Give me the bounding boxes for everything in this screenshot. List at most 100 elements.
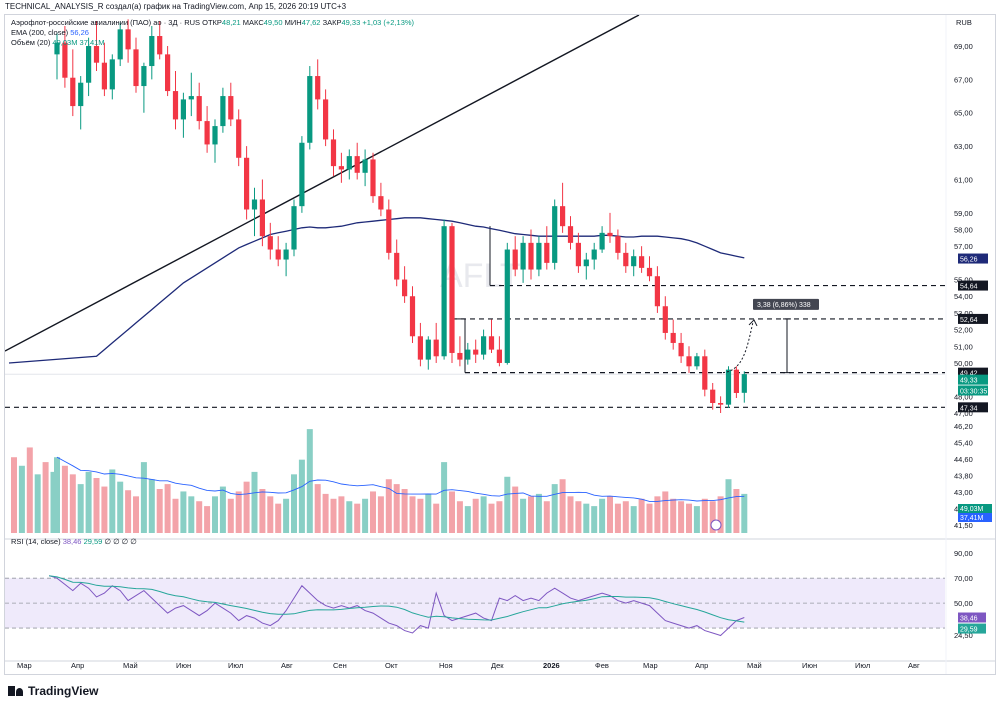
volume-bar (733, 489, 740, 533)
candle (575, 242, 581, 267)
chart-panel[interactable]: AFLT 3,38 (6,86%) 338 69,00 67,00 65,00 63,00… (4, 14, 996, 675)
time-tick: Июл (228, 661, 243, 670)
candle (386, 209, 392, 253)
candle (330, 139, 337, 167)
level-price-label-0-bg (958, 280, 988, 291)
volume-bar (34, 474, 41, 533)
volume-bar (338, 496, 345, 533)
volume-bar (449, 491, 455, 533)
volume-bar (456, 501, 463, 533)
volume-bar (354, 503, 361, 533)
candle (591, 249, 597, 260)
volume-bar (235, 491, 242, 533)
volume-bar (50, 471, 57, 533)
candle (488, 336, 495, 350)
price-tick: 55,00 (954, 276, 973, 285)
candle (465, 349, 471, 360)
ohlc-c-label: ЗАКР (322, 18, 342, 27)
volume-bar (109, 469, 116, 533)
candle (670, 332, 676, 343)
volume-axis-tick: 43,00 (954, 488, 973, 497)
tradingview-logo[interactable]: TradingView (8, 684, 98, 698)
volume-ma-line (56, 456, 745, 502)
candle (315, 76, 321, 100)
volume-bar (693, 506, 700, 533)
volume-bar (670, 498, 677, 533)
time-tick: 2026 (543, 661, 560, 670)
measure-label-box (753, 298, 819, 310)
time-tick: Апр (71, 661, 84, 670)
volume-bar (219, 486, 226, 533)
symbol-name[interactable]: Аэрофлот-российские авиалинии (ПАО) ао ·… (11, 18, 201, 27)
price-tick: 61,00 (954, 175, 973, 184)
legend-volume[interactable]: Объём (20) 49,03M 37,41M (11, 38, 105, 47)
candle (307, 76, 313, 143)
volume-bar (464, 506, 471, 533)
rsi-axis-tick: 50,00 (954, 599, 973, 608)
volume-bar (330, 498, 337, 533)
volume-bar (322, 493, 329, 533)
volume-bar (662, 491, 669, 533)
candle (662, 306, 668, 333)
volume-bar (575, 501, 582, 533)
volume-bar (188, 496, 195, 533)
candle (599, 232, 605, 250)
ohlc-c: 49,33 (341, 18, 361, 27)
ema-value: 56,26 (70, 28, 89, 37)
candle (86, 46, 92, 83)
candle (481, 336, 487, 355)
ohlc-h-label: МАКС (242, 18, 264, 27)
volume-bar (54, 457, 60, 533)
volume-name: Объём (20) (11, 38, 51, 47)
volume-bar (520, 498, 527, 533)
rsi-axis-tick: 70,00 (954, 574, 973, 583)
candle (520, 242, 526, 270)
price-tick: 59,00 (954, 209, 973, 218)
candle (449, 226, 455, 353)
candle (646, 267, 653, 277)
volume-bar (567, 496, 574, 533)
volume-bar (496, 501, 503, 533)
lightning-icon (710, 519, 722, 531)
candle (710, 389, 716, 403)
volume-bar (140, 462, 147, 533)
countdown-label: 03:30:35 (960, 388, 987, 395)
rsi-extra: ∅ ∅ ∅ ∅ (104, 537, 137, 546)
ohlc-h: 49,50 (263, 18, 283, 27)
legend-rsi[interactable]: RSI (14, close) 38,46 29,59 ∅ ∅ ∅ ∅ (11, 537, 137, 546)
candle (425, 339, 431, 360)
rsi-label-2: 29,59 (960, 627, 978, 634)
candle (544, 242, 550, 263)
candle (251, 199, 258, 210)
legend-main: Аэрофлот-российские авиалинии (ПАО) ао ·… (11, 18, 414, 27)
price-tick: 67,00 (954, 75, 973, 84)
legend-ema[interactable]: EMA (200, close) 56,26 (11, 28, 89, 37)
candle (718, 402, 724, 405)
volume-bar (543, 501, 550, 533)
volume-bar (77, 484, 84, 533)
volume-bar (243, 481, 250, 533)
level-price-label-2: 49,42 (960, 371, 978, 378)
price-tick: 50,00 (954, 359, 973, 368)
candle (157, 36, 163, 55)
volume-bar (133, 496, 139, 533)
candle (346, 156, 352, 170)
volume-bar (630, 506, 637, 533)
candle (394, 252, 400, 280)
volume-bar (535, 493, 542, 533)
volume-bar (393, 484, 400, 533)
candle (623, 252, 629, 267)
candle (267, 236, 273, 250)
volume-bar (196, 501, 203, 533)
candle (212, 126, 218, 145)
ema-name: EMA (200, close) (11, 28, 69, 37)
ema-price-label: 56,26 (960, 257, 978, 264)
volume-bar (678, 501, 685, 533)
rsi-ma-value: 29,59 (83, 537, 103, 546)
candle (678, 342, 684, 357)
volume-bar (725, 479, 732, 533)
volume-bar (93, 478, 100, 533)
price-tick: 54,00 (954, 292, 973, 301)
